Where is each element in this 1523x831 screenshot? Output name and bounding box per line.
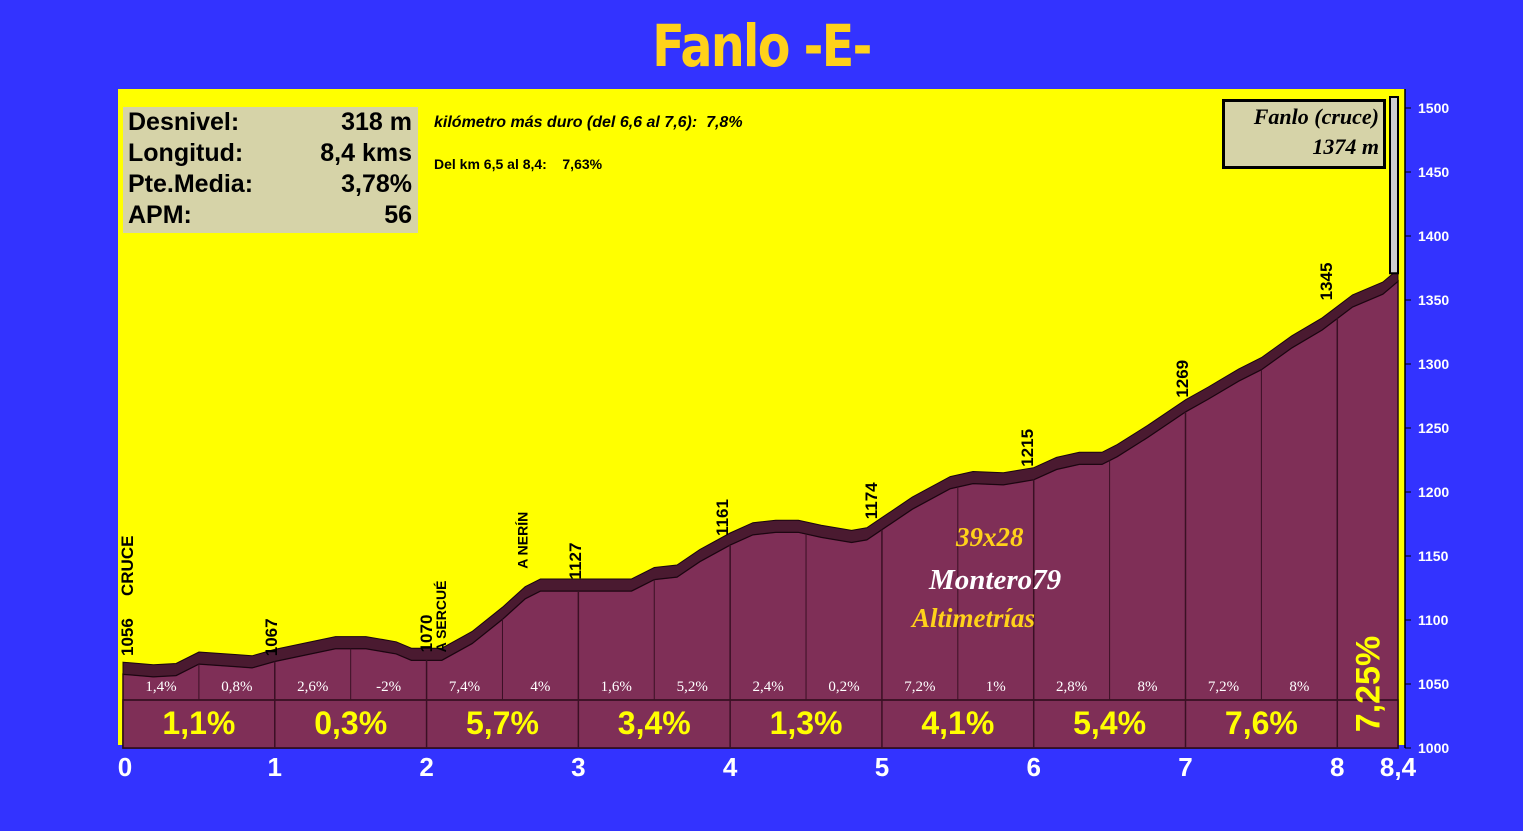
altitude-label: 1056 [118,618,137,656]
y-tick-label: 1450 [1418,164,1449,180]
half-km-gradient-label: -2% [376,679,401,695]
km-gradient-label: 5,4% [1073,705,1146,741]
profile-layer [122,96,1399,749]
km-gradient-label: 3,4% [618,705,691,741]
y-tick-label: 1400 [1418,228,1449,244]
stat-value: 8,4 kms [320,139,412,167]
stat-row-pendiente: Pte.Media: 3,78% [123,169,418,200]
stat-value: 318 m [341,108,412,136]
km-gradient-label: 1,3% [770,705,843,741]
y-tick-label: 1150 [1418,548,1449,564]
half-km-gradient-label: 0,8% [221,679,252,695]
half-km-gradient-label: 1,6% [601,679,632,695]
km-gradient-label: 1,1% [162,705,235,741]
half-km-gradient-label: 7,4% [449,679,480,695]
stat-value: 56 [384,201,412,229]
half-km-gradient-label: 2,8% [1056,679,1087,695]
x-tick-label: 6 [1026,752,1040,782]
y-tick-label: 1050 [1418,676,1449,692]
km-gradient-label: 0,3% [314,705,387,741]
stat-row-longitud: Longitud: 8,4 kms [123,138,418,169]
km-gradient-label: 7,6% [1225,705,1298,741]
place-label: A SERCUÉ [433,581,449,653]
half-km-gradient-label: 1% [986,679,1006,695]
summit-altitude: 1374 m [1312,134,1379,159]
summit-box: Fanlo (cruce) 1374 m [1222,99,1386,169]
km-gradient-label: 5,7% [466,705,539,741]
half-km-gradient-label: 4% [530,679,550,695]
x-axis: 0 1 2 3 4 5 6 7 8 8,4 [118,752,1417,782]
stat-label: APM: [128,201,192,229]
stat-label: Desnivel: [128,108,240,136]
half-km-gradient-label: 2,6% [297,679,328,695]
y-tick-label: 1300 [1418,356,1449,372]
km-gradient-label: 7,25% [1350,636,1388,732]
stat-label: Pte.Media: [128,170,254,198]
summit-name: Fanlo (cruce) [1253,104,1379,129]
half-km-gradient-label: 8% [1138,679,1158,695]
altitude-label: 1127 [566,543,585,580]
x-tick-label: 1 [268,752,282,782]
half-km-gradient-label: 7,2% [1208,679,1239,695]
altitude-label: 1067 [262,618,281,656]
y-axis: 1000 1050 1100 1150 1200 1250 1300 1350 1400 1450… [1404,89,1449,756]
stat-label: Longitud: [128,139,244,167]
altitude-label: 1161 [713,499,732,536]
km-gradient-label: 4,1% [921,705,994,741]
half-km-gradient-label: 8% [1289,679,1309,695]
altitude-label: 1174 [862,482,881,519]
x-tick-label: 7 [1178,752,1192,782]
x-tick-label: 2 [419,752,433,782]
altitude-label: 1269 [1173,360,1192,398]
half-km-gradient-label: 1,4% [145,679,176,695]
segment-note: Del km 6,5 al 8,4: 7,63% [434,156,603,172]
y-tick-label: 1200 [1418,484,1449,500]
hardest-km-note: kilómetro más duro (del 6,6 al 7,6): 7,8… [434,114,743,131]
x-tick-label: 0 [118,752,132,782]
altitude-label: 1070 [417,615,436,653]
road-strip [122,268,1399,678]
stat-value: 3,78% [341,170,412,198]
x-tick-label: 5 [875,752,889,782]
y-tick-label: 1000 [1418,740,1449,756]
stat-row-apm: APM: 56 [123,200,418,231]
y-tick-label: 1500 [1418,100,1449,116]
gradient-labels-layer: 1,4% 0,8% 2,6% -2% 7,4% 4% 1,6% 5,2% 2,4% 0,2% 7,2… [145,636,1387,741]
stats-box: Desnivel: 318 m Longitud: 8,4 kms Pte.Me… [123,107,418,233]
place-label: CRUCE [118,536,137,596]
half-km-gradient-label: 7,2% [904,679,935,695]
y-tick-label: 1100 [1418,612,1449,628]
x-tick-label: 8,4 [1380,752,1417,782]
author-credit: Montero79 [929,564,1062,596]
summit-pole [1389,96,1399,275]
x-tick-label: 8 [1330,752,1344,782]
chart-title: Fanlo -E- [652,12,872,80]
altitude-label: 1215 [1018,429,1037,467]
y-tick-label: 1350 [1418,292,1449,308]
x-tick-label: 4 [723,752,738,782]
altitude-label: 1345 [1317,263,1336,301]
half-km-gradient-label: 2,4% [752,679,783,695]
stat-row-desnivel: Desnivel: 318 m [123,107,418,138]
y-tick-label: 1250 [1418,420,1449,436]
half-km-gradient-label: 0,2% [828,679,859,695]
half-km-gradient-label: 5,2% [677,679,708,695]
place-label: A NERÍN [515,512,531,569]
gear-credit: 39x28 [956,522,1024,552]
site-credit: Altimetrías [912,603,1036,633]
x-tick-label: 3 [571,752,585,782]
